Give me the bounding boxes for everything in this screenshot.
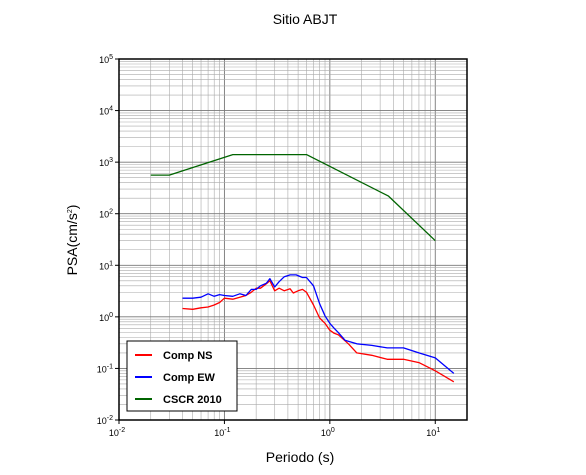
y-tick-label: 10-1 — [97, 363, 113, 374]
y-tick-label: 100 — [99, 312, 113, 323]
y-tick-label: 105 — [99, 54, 113, 65]
y-axis-label: PSA(cm/s2) — [64, 205, 80, 276]
y-tick-label: 103 — [99, 157, 113, 168]
y-tick-label: 101 — [99, 260, 113, 271]
x-tick-label: 101 — [426, 427, 440, 438]
series-line-1 — [182, 280, 455, 383]
legend: Comp NS Comp EW CSCR 2010 — [126, 340, 238, 412]
plot-frame — [118, 58, 468, 421]
series-line-3 — [150, 153, 436, 242]
x-tick-label: 100 — [321, 427, 335, 438]
y-tick-label: 10-2 — [97, 415, 113, 426]
chart-title: Sitio ABJT — [273, 11, 338, 27]
series-line-2 — [182, 274, 455, 374]
series-lines — [150, 153, 455, 383]
y-label-superscript: 2 — [67, 209, 74, 213]
tick-labels: 10-2 10-1 100 101 10-2 10-1 100 101 102 103 104 105 — [97, 54, 441, 438]
y-tick-label: 102 — [99, 209, 113, 220]
legend-label: CSCR 2010 — [163, 394, 222, 406]
x-axis-label: Periodo (s) — [266, 449, 334, 465]
x-tick-label: 10-2 — [109, 427, 125, 438]
legend-label: Comp EW — [163, 372, 216, 384]
legend-label: Comp NS — [163, 350, 213, 362]
y-tick-label: 104 — [99, 106, 113, 117]
x-tick-label: 10-1 — [214, 427, 230, 438]
